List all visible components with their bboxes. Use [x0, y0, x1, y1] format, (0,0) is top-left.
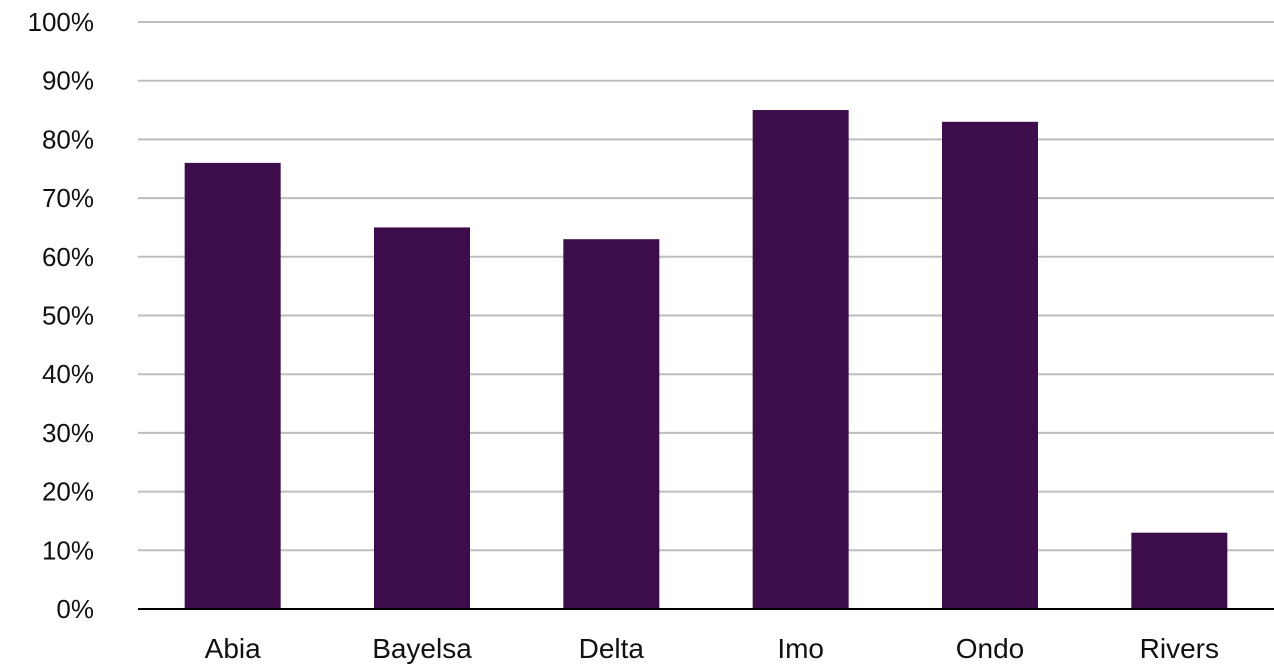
y-tick-label: 0% — [56, 594, 94, 624]
bar-imo — [752, 110, 849, 610]
y-tick-label: 100% — [28, 7, 95, 37]
y-tick-label: 30% — [42, 418, 94, 448]
bar-abia — [184, 162, 281, 609]
y-tick-label: 20% — [42, 477, 94, 507]
gridlines — [138, 21, 1274, 552]
y-tick-label: 50% — [42, 301, 94, 331]
y-tick-label: 90% — [42, 66, 94, 96]
bar-ondo — [942, 121, 1038, 609]
y-axis-tick-labels: 0% 10% 20% 30% 40% 50% 60% 70% 80% 90% 100% — [28, 7, 95, 624]
x-category-label: Abia — [205, 633, 261, 664]
y-tick-label: 60% — [42, 242, 94, 272]
y-tick-label: 70% — [42, 183, 94, 213]
x-category-label: Ondo — [956, 633, 1025, 664]
x-axis-category-labels: Abia Bayelsa Delta Imo Ondo Rivers — [205, 633, 1219, 664]
bar-rivers — [1131, 532, 1228, 609]
x-category-label: Rivers — [1140, 633, 1219, 664]
y-tick-label: 80% — [42, 124, 94, 154]
y-tick-label: 10% — [42, 535, 94, 565]
bars — [184, 110, 1228, 610]
y-tick-label: 40% — [42, 359, 94, 389]
x-category-label: Delta — [579, 633, 645, 664]
x-category-label: Imo — [777, 633, 824, 664]
x-category-label: Bayelsa — [372, 633, 472, 664]
bar-bayelsa — [374, 227, 470, 609]
bar-delta — [563, 239, 660, 609]
